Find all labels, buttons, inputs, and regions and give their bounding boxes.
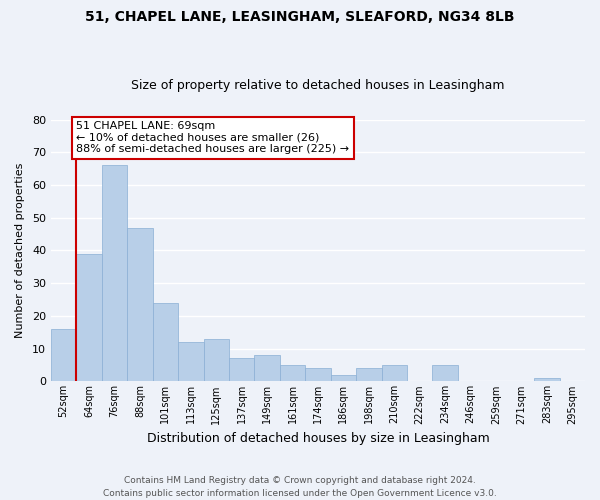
Title: Size of property relative to detached houses in Leasingham: Size of property relative to detached ho…	[131, 79, 505, 92]
Bar	[382, 365, 407, 382]
Bar	[152, 303, 178, 382]
Bar	[280, 365, 305, 382]
Text: Contains HM Land Registry data © Crown copyright and database right 2024.
Contai: Contains HM Land Registry data © Crown c…	[103, 476, 497, 498]
Bar	[51, 329, 76, 382]
Text: 51, CHAPEL LANE, LEASINGHAM, SLEAFORD, NG34 8LB: 51, CHAPEL LANE, LEASINGHAM, SLEAFORD, N…	[85, 10, 515, 24]
Bar	[229, 358, 254, 382]
Bar	[254, 355, 280, 382]
Bar	[178, 342, 203, 382]
Bar	[127, 228, 152, 382]
Bar	[331, 375, 356, 382]
Bar	[102, 166, 127, 382]
Text: 51 CHAPEL LANE: 69sqm
← 10% of detached houses are smaller (26)
88% of semi-deta: 51 CHAPEL LANE: 69sqm ← 10% of detached …	[76, 121, 349, 154]
Bar	[433, 365, 458, 382]
X-axis label: Distribution of detached houses by size in Leasingham: Distribution of detached houses by size …	[146, 432, 490, 445]
Bar	[534, 378, 560, 382]
Bar	[305, 368, 331, 382]
Bar	[203, 339, 229, 382]
Bar	[356, 368, 382, 382]
Y-axis label: Number of detached properties: Number of detached properties	[15, 163, 25, 338]
Bar	[76, 254, 102, 382]
